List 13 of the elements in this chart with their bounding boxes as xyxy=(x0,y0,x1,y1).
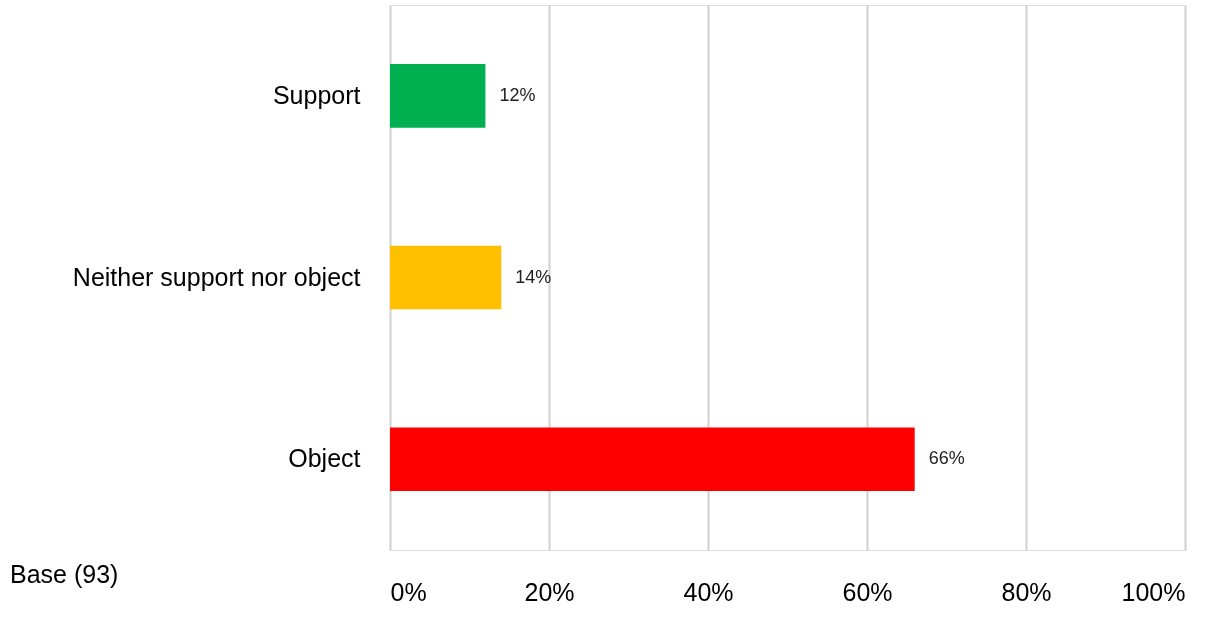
data-label: 66% xyxy=(928,448,965,469)
x-tick-label: 100% xyxy=(1121,577,1186,606)
data-label: 14% xyxy=(515,266,552,287)
y-tick-label: Support xyxy=(272,80,361,109)
data-label: 12% xyxy=(499,84,536,105)
x-tick-label: 80% xyxy=(1001,577,1052,606)
x-tick-label: 0% xyxy=(390,577,427,606)
text: Base (93) xyxy=(10,560,119,588)
y-tick-label: Neither support nor object xyxy=(72,262,361,291)
x-tick-label: 20% xyxy=(524,577,575,606)
x-tick-label: 40% xyxy=(683,577,734,606)
x-tick-label: 60% xyxy=(842,577,893,606)
y-tick-label: Object xyxy=(288,444,361,473)
